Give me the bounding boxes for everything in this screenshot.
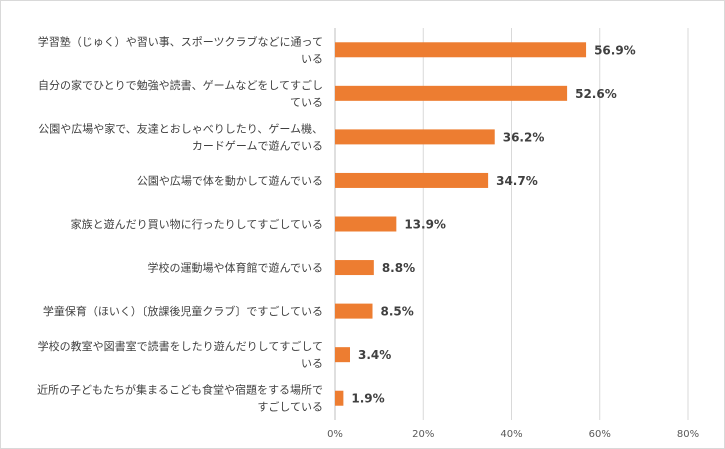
category-label: 公園や広場で体を動かして遊んでいる <box>137 173 323 187</box>
data-label: 36.2% <box>503 130 545 144</box>
bar <box>335 260 374 276</box>
category-label: カードゲームで遊んでいる <box>192 138 323 152</box>
category-label: 学校の運動場や体育館で遊んでいる <box>148 261 323 275</box>
bar <box>335 129 495 145</box>
data-label: 1.9% <box>351 392 384 406</box>
data-label: 8.5% <box>381 305 414 319</box>
data-label: 52.6% <box>575 87 617 101</box>
data-label: 3.4% <box>358 348 391 362</box>
category-label: 自分の家でひとりで勉強や読書、ゲームなどをしてすごし <box>38 78 323 92</box>
bar <box>335 390 344 406</box>
category-label: 公園や広場や家で、友達とおしゃべりしたり、ゲーム機、 <box>38 121 323 135</box>
x-tick-label: 0% <box>327 429 343 440</box>
data-label: 13.9% <box>404 218 446 232</box>
category-label: 近所の子どもたちが集まるこども食堂や宿題をする場所で <box>37 383 323 397</box>
bar <box>335 172 489 188</box>
bar <box>335 347 351 363</box>
category-label: 学習塾（じゅく）や習い事、スポーツクラブなどに通って <box>38 34 323 48</box>
category-label: いる <box>301 52 323 65</box>
data-label: 8.8% <box>382 261 415 275</box>
x-tick-label: 40% <box>500 429 522 440</box>
bar <box>335 42 587 58</box>
x-tick-label: 20% <box>412 429 434 440</box>
category-label: すごしている <box>257 400 323 414</box>
category-label: いる <box>301 357 323 370</box>
data-label: 56.9% <box>594 43 636 57</box>
bar <box>335 216 397 232</box>
bar <box>335 85 568 101</box>
category-label: 学校の教室や図書室で読書をしたり遊んだりしてすごして <box>38 339 323 353</box>
bar <box>335 303 373 319</box>
category-label: 学童保育（ほいく）〔放課後児童クラブ〕ですごしている <box>43 304 323 318</box>
category-label: 家族と遊んだり買い物に行ったりしてすごしている <box>71 217 323 231</box>
data-label: 34.7% <box>496 174 538 188</box>
x-tick-label: 80% <box>677 429 699 440</box>
category-label: ている <box>290 96 323 109</box>
x-tick-label: 60% <box>589 429 611 440</box>
